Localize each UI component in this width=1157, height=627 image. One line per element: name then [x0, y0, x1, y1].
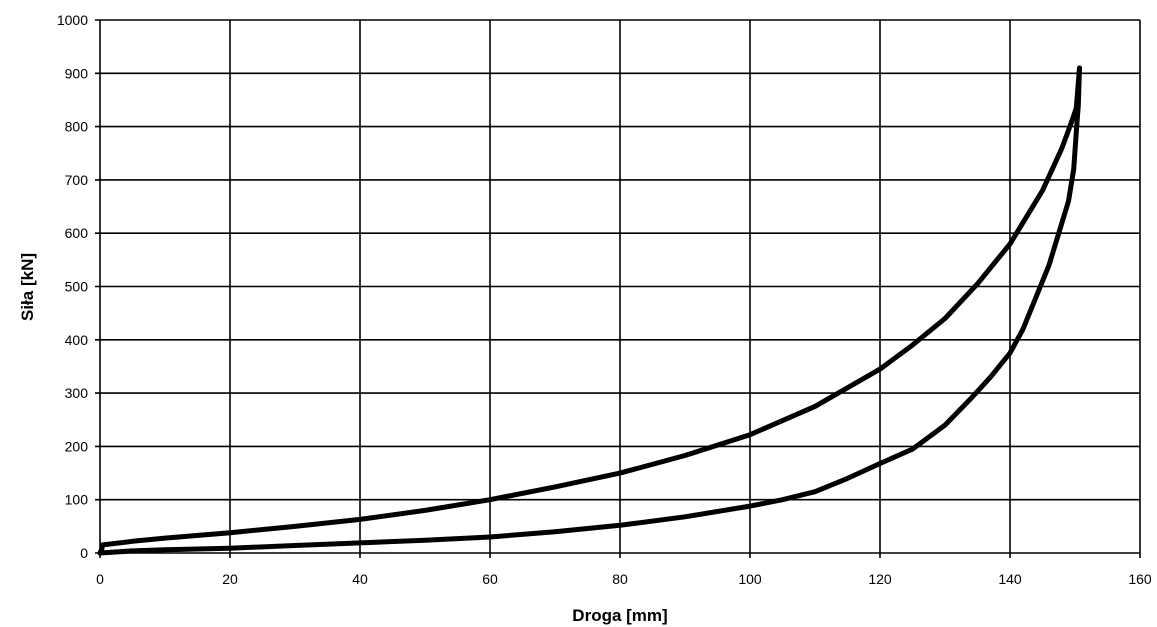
y-axis-label: Siła [kN]: [18, 253, 37, 321]
x-tick-label-4: 80: [612, 571, 628, 587]
y-tick-label-6: 600: [65, 225, 89, 241]
x-tick-label-1: 20: [222, 571, 238, 587]
grid-lines: [95, 19, 1141, 558]
y-tick-label-10: 1000: [57, 12, 88, 28]
y-tick-label-7: 700: [65, 172, 89, 188]
y-tick-label-4: 400: [65, 332, 89, 348]
x-tick-label-2: 40: [352, 571, 368, 587]
y-tick-label-8: 800: [65, 119, 89, 135]
x-tick-label-0: 0: [96, 571, 104, 587]
x-tick-label-3: 60: [482, 571, 498, 587]
series-lines: [97, 65, 1082, 556]
y-tick-label-1: 100: [65, 492, 89, 508]
tick-labels: 0 20 40 60 80 100 120 140 160 0 100 200 300 400 500 600…: [57, 12, 1152, 587]
series-line-0: [97, 65, 1082, 556]
y-tick-label-3: 300: [65, 385, 89, 401]
y-tick-label-0: 0: [80, 545, 88, 561]
x-tick-label-5: 100: [738, 571, 762, 587]
y-tick-label-9: 900: [65, 65, 89, 81]
y-tick-label-5: 500: [65, 279, 89, 295]
x-axis-label: Droga [mm]: [572, 606, 667, 625]
x-tick-label-8: 160: [1128, 571, 1152, 587]
series-line-1: [97, 65, 1082, 556]
x-tick-label-6: 120: [868, 571, 892, 587]
y-tick-label-2: 200: [65, 438, 89, 454]
x-tick-label-7: 140: [998, 571, 1022, 587]
